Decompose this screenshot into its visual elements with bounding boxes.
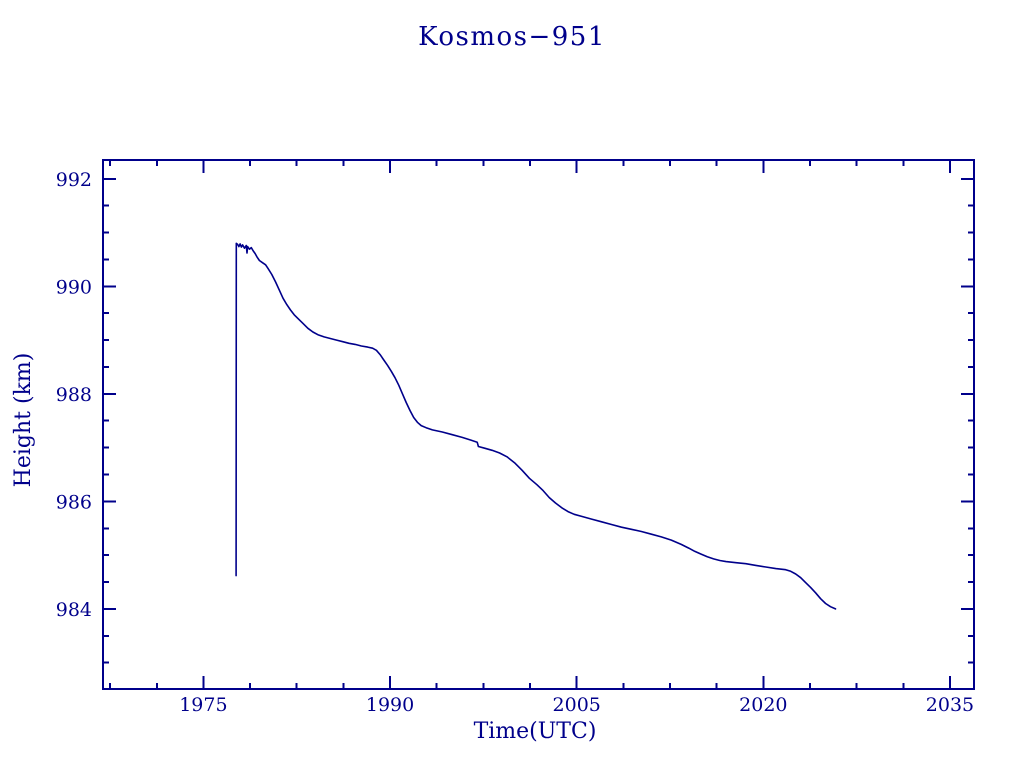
x-tick-label-1975: 1975: [179, 694, 227, 716]
y-axis-label: Height (km): [11, 353, 36, 488]
y-tick-label-990: 990: [56, 276, 92, 298]
y-tick-label-992: 992: [56, 169, 92, 191]
y-tick-label-988: 988: [56, 384, 92, 406]
x-tick-label-2005: 2005: [553, 694, 601, 716]
y-tick-label-986: 986: [56, 491, 92, 513]
x-axis-label: Time(UTC): [474, 719, 597, 744]
x-tick-label-2035: 2035: [926, 694, 974, 716]
axes: 1975 1990 2005 2020 2035 984 986 988 990 992: [56, 159, 975, 716]
x-tick-label-2020: 2020: [739, 694, 787, 716]
y-tick-label-984: 984: [56, 599, 92, 621]
plot-frame: [102, 159, 975, 690]
data-line: [235, 242, 837, 610]
chart-title: Kosmos−951: [418, 22, 606, 52]
x-tick-label-1990: 1990: [366, 694, 414, 716]
